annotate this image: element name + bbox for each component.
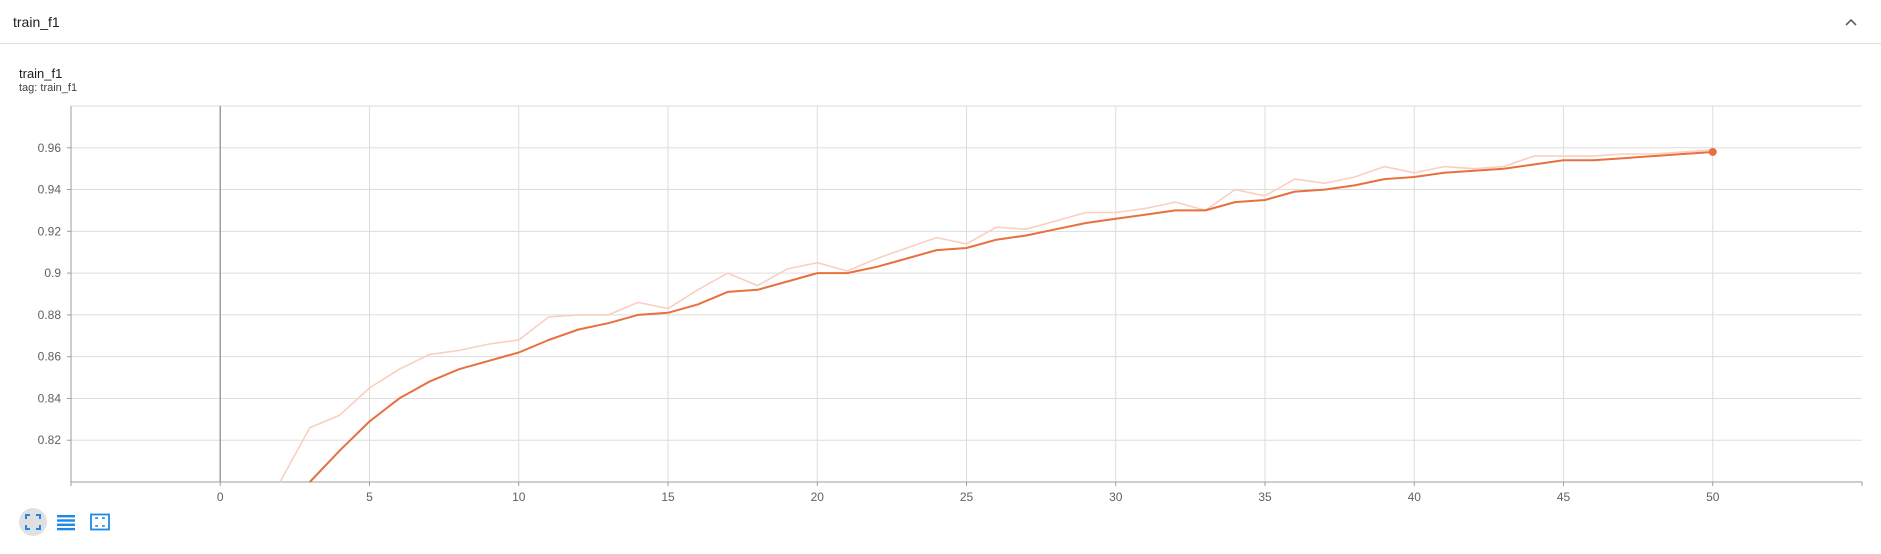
y-tick-label: 0.96 xyxy=(38,141,62,155)
x-tick-label: 10 xyxy=(512,490,526,504)
series-lines xyxy=(279,147,1717,483)
smoothed-series-line xyxy=(309,151,1713,483)
y-tick-label: 0.82 xyxy=(38,433,62,447)
y-tick-label: 0.86 xyxy=(38,350,62,364)
fit-fullscreen-icon[interactable] xyxy=(19,508,47,536)
y-tick-label: 0.88 xyxy=(38,308,62,322)
section-header: train_f1 xyxy=(0,0,1881,44)
x-tick-label: 35 xyxy=(1258,490,1272,504)
y-tick-label: 0.9 xyxy=(44,266,61,280)
x-tick-label: 20 xyxy=(811,490,825,504)
x-tick-label: 5 xyxy=(366,490,373,504)
x-tick-label: 0 xyxy=(217,490,224,504)
y-tick-label: 0.94 xyxy=(38,183,62,197)
chevron-up-icon[interactable] xyxy=(1841,12,1861,32)
list-lines-icon[interactable] xyxy=(52,508,80,536)
axes xyxy=(67,106,1863,486)
card-tag: tag: train_f1 xyxy=(19,82,78,94)
x-tick-label: 15 xyxy=(661,490,675,504)
y-tick-label: 0.84 xyxy=(38,391,62,405)
y-tick-label: 0.92 xyxy=(38,224,62,238)
grid-lines xyxy=(71,105,1862,482)
x-tick-label: 50 xyxy=(1706,490,1720,504)
raw-series-line xyxy=(279,149,1713,483)
last-point-marker xyxy=(1708,147,1717,156)
card-title: train_f1 xyxy=(19,66,63,81)
x-tick-label: 45 xyxy=(1557,490,1571,504)
x-tick-label: 25 xyxy=(960,490,974,504)
tick-labels: 0.82 0.84 0.86 0.88 0.9 0.92 0.94 0.96 0 5 10 15 20 2… xyxy=(38,141,1720,504)
x-tick-label: 40 xyxy=(1408,490,1422,504)
section-title: train_f1 xyxy=(13,14,60,30)
x-tick-label: 30 xyxy=(1109,490,1123,504)
fit-domain-icon[interactable] xyxy=(85,508,113,536)
